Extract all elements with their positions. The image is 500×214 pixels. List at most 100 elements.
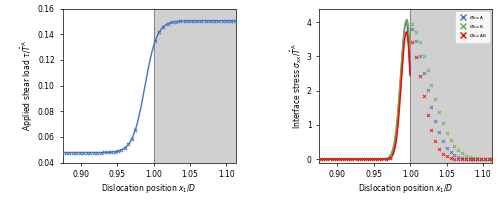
- Point: [356, 158, 364, 161]
- Point: [160, 25, 168, 28]
- Point: [352, 158, 360, 161]
- Point: [454, 155, 462, 159]
- Point: [315, 158, 323, 161]
- Point: [435, 147, 443, 150]
- Point: [222, 19, 230, 22]
- Point: [324, 158, 332, 161]
- Point: [450, 157, 458, 160]
- Bar: [154, 9, 236, 163]
- Point: [374, 158, 382, 161]
- Point: [378, 158, 386, 161]
- Point: [69, 151, 77, 154]
- Point: [352, 158, 360, 161]
- Point: [435, 131, 443, 134]
- Point: [332, 158, 340, 161]
- Point: [132, 128, 140, 131]
- Point: [340, 158, 348, 161]
- Point: [378, 158, 386, 161]
- Point: [446, 138, 454, 142]
- Point: [378, 158, 386, 161]
- Point: [408, 40, 416, 43]
- Point: [432, 97, 440, 101]
- Point: [470, 157, 478, 161]
- Point: [374, 158, 382, 161]
- Point: [450, 153, 458, 157]
- Point: [386, 156, 394, 159]
- Point: [477, 158, 485, 161]
- Point: [155, 30, 163, 34]
- Point: [442, 131, 450, 134]
- Point: [324, 158, 332, 161]
- Point: [164, 22, 172, 25]
- Point: [172, 20, 180, 23]
- Point: [386, 157, 394, 160]
- Point: [96, 151, 104, 154]
- Point: [473, 158, 481, 161]
- Point: [382, 157, 390, 160]
- Point: [442, 155, 450, 158]
- Point: [118, 148, 126, 152]
- Point: [365, 158, 373, 161]
- Point: [62, 151, 70, 154]
- X-axis label: Dislocation position $x_1/D$: Dislocation position $x_1/D$: [358, 182, 454, 195]
- Point: [328, 158, 336, 161]
- Point: [416, 41, 424, 44]
- Point: [365, 158, 373, 161]
- Point: [374, 158, 382, 161]
- Y-axis label: Interface stress $\sigma_{xx}/\hat{T}^\mathrm{A}$: Interface stress $\sigma_{xx}/\hat{T}^\m…: [288, 43, 304, 129]
- Point: [470, 158, 478, 161]
- Point: [185, 19, 193, 22]
- Point: [176, 19, 184, 23]
- Point: [466, 155, 473, 159]
- Point: [450, 144, 458, 148]
- Point: [315, 158, 323, 161]
- Point: [466, 157, 473, 161]
- Point: [470, 156, 478, 160]
- Point: [121, 146, 129, 150]
- Point: [365, 158, 373, 161]
- Bar: [410, 9, 492, 163]
- Point: [369, 158, 377, 161]
- Point: [361, 158, 369, 161]
- Point: [344, 158, 352, 161]
- Point: [110, 150, 118, 153]
- Point: [420, 54, 428, 57]
- Point: [189, 19, 197, 22]
- Point: [86, 151, 94, 154]
- Point: [458, 156, 466, 160]
- Point: [332, 158, 340, 161]
- Point: [439, 152, 447, 155]
- Point: [439, 122, 447, 125]
- Point: [93, 151, 101, 154]
- Text: (b): (b): [399, 213, 412, 214]
- Point: [128, 137, 136, 140]
- Legend: $\sigma_{xx,\mathrm{A}}$, $\sigma_{xx,\mathrm{B}}$, $\sigma_{xx,\mathrm{AB}}$: $\sigma_{xx,\mathrm{A}}$, $\sigma_{xx,\m…: [455, 12, 490, 43]
- Point: [83, 151, 91, 154]
- Point: [315, 158, 323, 161]
- Point: [320, 158, 328, 161]
- Point: [432, 139, 440, 143]
- Point: [386, 155, 394, 158]
- Point: [340, 158, 348, 161]
- Point: [124, 143, 132, 146]
- Point: [439, 140, 447, 143]
- Point: [206, 19, 214, 22]
- Point: [462, 157, 470, 160]
- Y-axis label: Applied shear load $\tau/\hat{T}^\mathrm{A}$: Applied shear load $\tau/\hat{T}^\mathrm…: [18, 40, 35, 131]
- Point: [442, 146, 450, 149]
- Point: [484, 158, 492, 161]
- Point: [336, 158, 344, 161]
- Point: [227, 19, 235, 22]
- Point: [361, 158, 369, 161]
- Point: [412, 30, 420, 33]
- Point: [80, 151, 88, 154]
- Point: [412, 55, 420, 59]
- Point: [462, 154, 470, 157]
- Point: [340, 158, 348, 161]
- Point: [466, 158, 473, 161]
- Point: [488, 158, 496, 161]
- Point: [104, 151, 112, 154]
- Point: [416, 74, 424, 78]
- Point: [412, 39, 420, 43]
- Point: [328, 158, 336, 161]
